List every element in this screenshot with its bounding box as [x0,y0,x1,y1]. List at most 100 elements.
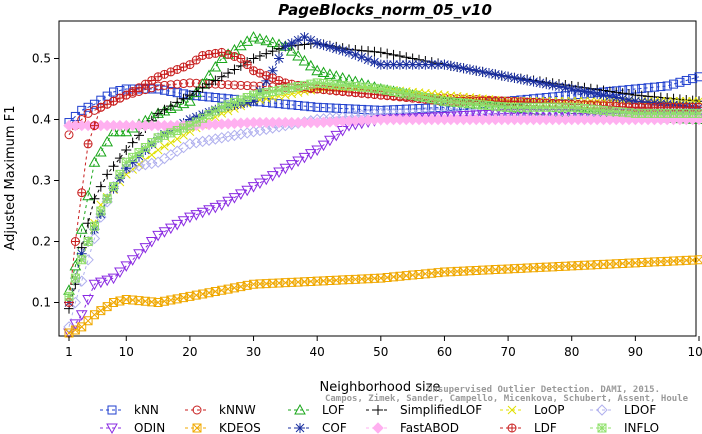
data-point [483,109,495,121]
data-point [204,92,214,102]
data-point [497,102,507,112]
data-point [158,227,171,238]
data-point [566,84,577,94]
data-point [452,97,462,107]
data-point [624,108,634,118]
legend-label: kNNW [219,403,256,417]
data-point [317,66,330,78]
data-point [77,188,87,198]
data-point [490,101,500,111]
data-point [273,167,285,178]
data-point [204,110,214,120]
data-point [172,88,182,98]
x-tick-label: 60 [437,345,452,359]
data-point [184,95,196,106]
data-point [420,59,431,70]
data-point [331,43,342,54]
data-point [191,112,202,123]
data-point [146,157,158,170]
data-point [344,81,354,91]
data-point [249,90,259,100]
data-point [234,189,247,200]
data-point [547,80,558,91]
data-point [159,69,169,79]
data-point [324,68,336,79]
legend: kNN kNNW LOF SimplifiedLOF LoOP LDOF ODIN KDEOS… [100,403,659,434]
data-point [217,93,227,103]
data-point [375,59,386,70]
data-point [649,82,659,92]
legend-label: SimplifiedLOF [400,403,482,417]
data-point [656,82,666,92]
data-point [185,60,195,70]
data-point [274,85,284,95]
data-point [210,75,221,86]
data-point [299,80,309,90]
data-point [255,68,265,78]
data-point [254,124,266,137]
data-point [636,96,647,107]
data-point [140,143,150,153]
y-tick-label: 0.2 [32,235,51,249]
data-point [241,127,253,139]
data-point [274,53,284,64]
data-point [210,106,220,116]
data-point [198,50,208,60]
data-point [675,77,685,87]
data-point [178,93,189,104]
data-point [158,152,171,165]
data-point [592,88,603,99]
data-point [134,130,144,141]
data-point [63,321,75,333]
y-tick-label: 0.3 [32,174,51,188]
series-inflo [64,78,702,301]
data-point [446,97,456,107]
data-point [82,294,94,306]
x-tick-label: 20 [182,345,197,359]
data-point [242,60,252,70]
data-point [209,133,222,145]
y-axis: 0.1 0.2 0.3 0.4 0.5 [32,52,59,310]
data-point [249,81,259,91]
series-line-knn [68,76,700,123]
data-point [94,277,107,289]
data-point [388,49,399,60]
data-point [484,68,494,79]
data-point [242,97,253,108]
data-point [414,104,424,114]
data-point [153,81,163,91]
data-point [101,196,113,208]
data-point [198,113,208,123]
data-point [191,55,201,65]
data-point [330,70,343,81]
data-point [247,182,260,193]
data-point [534,77,545,88]
legend-item-knn: kNN [100,403,159,417]
data-point [88,232,101,245]
data-point [293,82,303,92]
data-point [115,169,125,179]
data-point [254,32,266,44]
data-point [114,267,126,279]
data-point [120,261,133,272]
data-point [299,32,310,43]
y-tick-label: 0.4 [32,113,51,127]
data-point [266,122,279,134]
data-point [452,62,463,73]
data-point [95,181,106,192]
data-point [319,79,329,89]
legend-item-fastabod: FastABOD [366,421,459,434]
data-point [662,81,672,91]
data-point [247,125,260,138]
data-point [477,66,488,77]
data-point [190,136,202,149]
data-point [209,61,222,72]
data-point [89,221,99,231]
data-point [465,99,475,109]
data-point [279,163,292,175]
data-point [350,49,361,60]
y-tick-label: 0.5 [32,52,51,66]
data-point [375,47,386,58]
data-point [312,38,323,49]
data-point [236,54,245,63]
